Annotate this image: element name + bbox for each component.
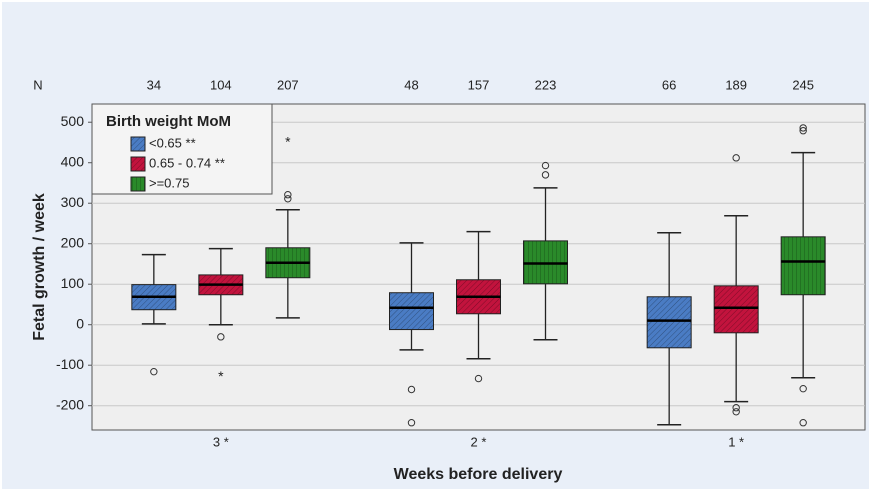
legend-swatch bbox=[130, 156, 146, 172]
outlier bbox=[407, 419, 416, 427]
box bbox=[713, 285, 759, 334]
n-count: 66 bbox=[662, 77, 676, 92]
outlier bbox=[541, 171, 550, 179]
n-label: N bbox=[33, 77, 42, 92]
legend-swatch bbox=[130, 136, 146, 152]
legend-label: >=0.75 bbox=[149, 175, 190, 190]
legend-label: 0.65 - 0.74 ** bbox=[149, 155, 225, 170]
n-count: 245 bbox=[792, 77, 814, 92]
y-tick-label: 500 bbox=[61, 113, 85, 129]
extreme: * bbox=[218, 368, 224, 384]
y-tick-label: 400 bbox=[61, 153, 85, 169]
box bbox=[389, 292, 434, 331]
n-count: 157 bbox=[468, 77, 490, 92]
n-count: 207 bbox=[277, 77, 299, 92]
outlier bbox=[541, 161, 550, 170]
legend-label: <0.65 ** bbox=[149, 135, 196, 150]
outlier bbox=[732, 408, 740, 416]
extreme: * bbox=[285, 133, 291, 149]
x-tick-label: 3 * bbox=[213, 434, 229, 449]
legend-title: Birth weight MoM bbox=[106, 113, 231, 130]
x-tick-label: 2 * bbox=[471, 434, 487, 449]
outlier bbox=[474, 374, 483, 383]
box bbox=[780, 236, 826, 296]
n-count: 48 bbox=[404, 77, 418, 92]
outlier bbox=[217, 333, 225, 341]
legend-swatch bbox=[130, 176, 146, 192]
n-count: 189 bbox=[725, 77, 747, 92]
y-tick-label: 0 bbox=[76, 315, 84, 331]
n-count: 223 bbox=[535, 77, 557, 92]
outlier bbox=[732, 154, 740, 162]
n-count: 34 bbox=[147, 77, 161, 92]
outlier bbox=[150, 367, 158, 376]
outlier bbox=[284, 191, 292, 199]
y-tick-label: 200 bbox=[61, 234, 85, 250]
y-tick-label: -200 bbox=[56, 396, 84, 412]
outlier bbox=[732, 404, 740, 412]
outlier bbox=[799, 127, 807, 135]
y-axis-label: Fetal growth / week bbox=[31, 193, 48, 341]
outlier bbox=[407, 385, 416, 394]
x-axis-label: Weeks before delivery bbox=[394, 466, 563, 483]
y-tick-label: 100 bbox=[61, 275, 85, 291]
legend-box bbox=[91, 103, 273, 195]
box bbox=[646, 296, 692, 349]
x-tick-label: 1 * bbox=[728, 434, 744, 449]
outlier bbox=[799, 419, 807, 427]
n-count: 104 bbox=[210, 77, 232, 92]
outlier bbox=[799, 124, 807, 132]
y-tick-label: -100 bbox=[56, 356, 84, 372]
outlier bbox=[799, 384, 807, 393]
y-tick-label: 300 bbox=[61, 194, 85, 210]
outlier bbox=[284, 195, 292, 203]
